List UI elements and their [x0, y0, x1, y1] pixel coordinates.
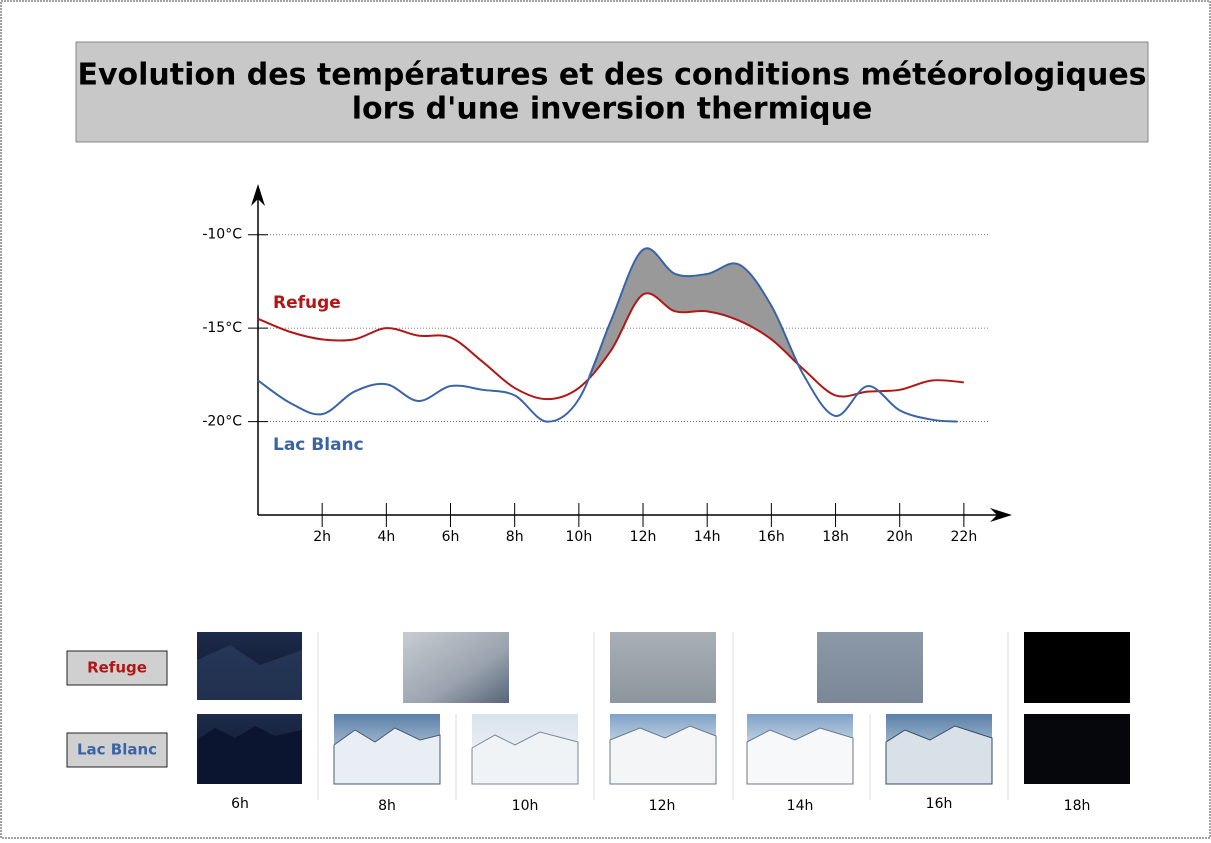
photo [610, 632, 716, 703]
x-tick-label: 4h [377, 529, 395, 545]
x-tick-label: 6h [442, 529, 460, 545]
photo-detail [609, 725, 717, 785]
series-label: Lac Blanc [273, 435, 364, 455]
refuge-photos [197, 632, 1130, 703]
x-tick-label: 22h [951, 529, 978, 545]
series-line [257, 292, 964, 401]
inversion-area [587, 248, 799, 378]
row-label-box [66, 650, 168, 686]
time-label: 16h [926, 796, 953, 812]
time-label: 6h [231, 796, 249, 812]
y-tick-label: -20°C [202, 414, 242, 430]
time-label: 18h [1064, 798, 1091, 814]
time-label: 8h [378, 798, 396, 814]
photo-detail [885, 725, 993, 785]
series-line [257, 247, 958, 423]
time-label: 14h [787, 798, 814, 814]
time-label: 10h [512, 798, 539, 814]
x-tick-label: 12h [630, 529, 657, 545]
lac-photos [197, 714, 1130, 785]
series-label: Refuge [273, 293, 341, 313]
x-axis-arrow [990, 508, 1012, 522]
photo-detail [746, 727, 854, 785]
photo [817, 632, 923, 703]
row-label: Refuge [87, 659, 147, 677]
photo-strip [317, 632, 1009, 800]
chart-title: lors d'une inversion thermique [352, 92, 873, 127]
x-tick-label: 16h [758, 529, 785, 545]
row-label: Lac Blanc [77, 741, 157, 759]
chart-title: Evolution des températures et des condit… [77, 58, 1146, 93]
photo-detail [197, 726, 302, 784]
photo-detail [471, 731, 579, 785]
x-tick-label: 14h [694, 529, 721, 545]
x-tick-label: 18h [822, 529, 849, 545]
photo-detail [333, 727, 441, 785]
x-tick-label: 8h [506, 529, 524, 545]
y-tick-label: -10°C [202, 227, 242, 243]
photo-times: 6h 8h 10h 12h 14h 16h 18h [231, 796, 1090, 814]
x-tick-label: 20h [886, 529, 913, 545]
photo-detail [197, 645, 302, 700]
y-tick-label: -15°C [202, 320, 242, 336]
title-box [75, 41, 1149, 143]
row-label-box [66, 732, 168, 768]
time-label: 12h [649, 798, 676, 814]
y-axis-arrow [251, 184, 265, 206]
photo [1024, 632, 1130, 703]
plot: -10°C -15°C -20°C 2h 4h 6h 8h 10h 12h 14h 16h 18h 20… [202, 184, 1012, 545]
photo [1024, 714, 1130, 784]
photo [403, 632, 509, 703]
x-tick-label: 10h [566, 529, 593, 545]
x-tick-label: 2h [313, 529, 331, 545]
